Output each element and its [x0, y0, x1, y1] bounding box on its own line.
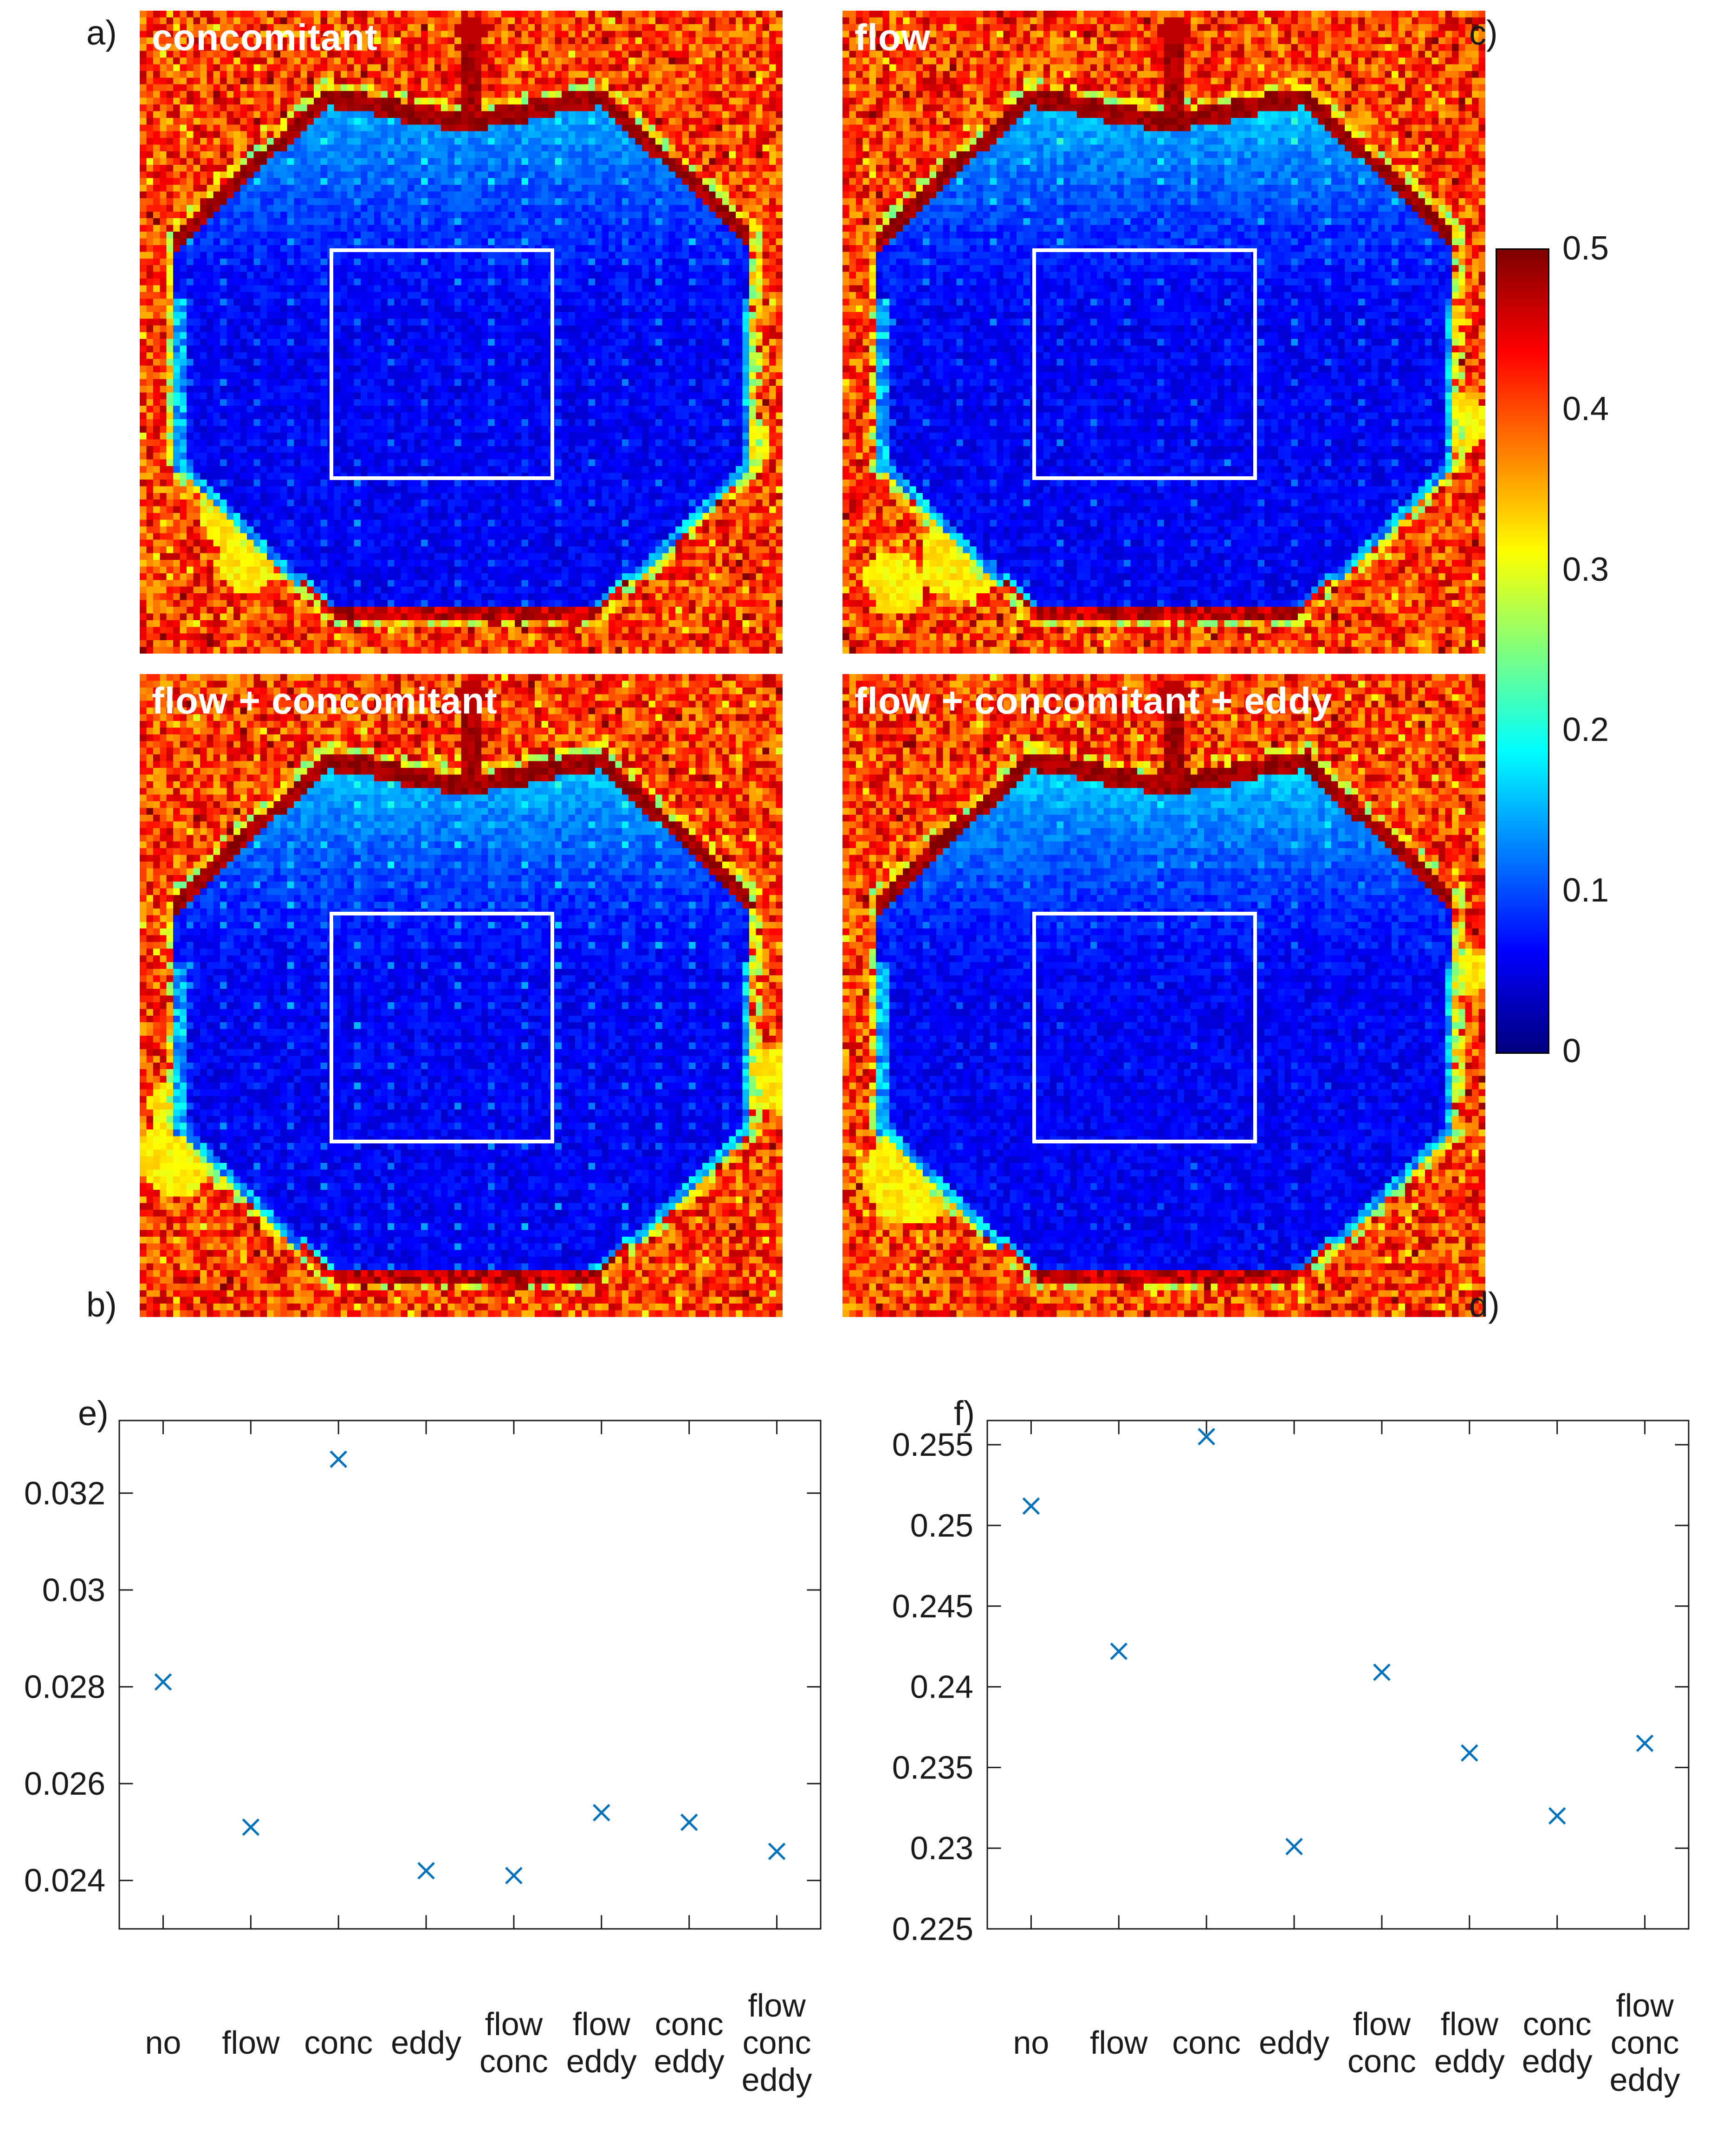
x-tick-label: conc [1172, 2024, 1241, 2061]
y-tick-label: 0.24 [910, 1669, 973, 1705]
scatter-marker [242, 1818, 260, 1836]
x-tick-label: eddy [391, 2024, 461, 2061]
scatter-marker [1022, 1497, 1040, 1515]
x-tick-label: flow [1090, 2024, 1148, 2061]
panel-letter-e: e) [78, 1394, 109, 1433]
colorbar-tick-label: 0.3 [1562, 551, 1609, 588]
x-tick-label: flow eddy [1434, 2006, 1505, 2079]
x-tick-label: conc eddy [1522, 2006, 1593, 2079]
x-tick-label: conc eddy [654, 2006, 725, 2079]
panel-flow-concomitant-eddy: flow + concomitant + eddy [842, 674, 1485, 1317]
x-tick-label: eddy [1259, 2024, 1329, 2061]
panel-title: flow [855, 17, 931, 58]
panel-flow: flow [842, 11, 1485, 654]
y-tick-label: 0.03 [42, 1572, 105, 1608]
panel-title: flow + concomitant [152, 680, 498, 721]
x-tick-label: conc [304, 2024, 373, 2061]
panel-letter-c: c) [1469, 13, 1498, 52]
scatter-marker [1373, 1663, 1391, 1681]
y-tick-label: 0.026 [24, 1765, 105, 1802]
x-tick-label: no [1013, 2024, 1049, 2061]
phantom-heatmap-canvas [842, 11, 1485, 654]
scatter-marker [768, 1843, 786, 1860]
scatter-marker [1636, 1734, 1654, 1752]
panel-title: concomitant [152, 17, 378, 58]
axes-box [118, 1420, 822, 1930]
roi-square-outline [1032, 248, 1257, 480]
scatter-marker [330, 1450, 347, 1468]
colorbar-gradient-canvas [1497, 250, 1548, 1052]
scatter-marker [680, 1813, 698, 1831]
y-tick-label: 0.032 [24, 1475, 105, 1511]
x-tick-label: flow conc eddy [1610, 1987, 1680, 2098]
y-tick-label: 0.25 [910, 1507, 973, 1544]
scatter-marker [593, 1804, 610, 1822]
panel-concomitant: concomitant [140, 11, 783, 654]
colorbar-tick-label: 0.5 [1562, 230, 1609, 267]
scatter-marker [1461, 1744, 1478, 1762]
panel-letter-d: d) [1469, 1285, 1500, 1324]
phantom-heatmap-canvas [140, 11, 783, 654]
x-tick-label: no [145, 2024, 181, 2061]
x-tick-label: flow conc [479, 2006, 548, 2079]
phantom-heatmap-canvas [140, 674, 783, 1317]
colorbar-tick-label: 0.4 [1562, 390, 1609, 428]
x-tick-label: flow [222, 2024, 280, 2061]
colorbar-tick-label: 0.2 [1562, 711, 1609, 749]
x-tick-label: flow conc [1347, 2006, 1416, 2079]
scatter-marker [505, 1867, 523, 1885]
x-tick-label: flow conc eddy [742, 1987, 812, 2098]
panel-letter-f: f) [954, 1394, 975, 1433]
colorbar-tick-label: 0 [1562, 1032, 1581, 1070]
y-tick-label: 0.024 [24, 1862, 105, 1899]
y-tick-label: 0.23 [910, 1830, 973, 1866]
panel-title: flow + concomitant + eddy [855, 680, 1333, 721]
panel-letter-a: a) [86, 13, 117, 52]
y-tick-label: 0.235 [892, 1749, 973, 1785]
scatter-marker [1198, 1427, 1215, 1446]
scatter-marker [417, 1862, 435, 1880]
colorbar [1496, 248, 1549, 1054]
roi-square-outline [329, 912, 555, 1144]
panel-flow-concomitant: flow + concomitant [140, 674, 783, 1317]
y-tick-label: 0.028 [24, 1669, 105, 1705]
phantom-heatmap-canvas [842, 674, 1485, 1317]
scatter-marker [1110, 1642, 1128, 1660]
roi-square-outline [329, 248, 555, 480]
scatter-marker [154, 1673, 172, 1691]
colorbar-tick-label: 0.1 [1562, 872, 1609, 909]
scatter-marker [1548, 1807, 1566, 1825]
axes-box [986, 1420, 1690, 1930]
y-tick-label: 0.255 [892, 1427, 973, 1463]
x-tick-label: flow eddy [566, 2006, 637, 2079]
y-tick-label: 0.245 [892, 1588, 973, 1624]
scatter-marker [1285, 1837, 1303, 1856]
panel-letter-b: b) [86, 1285, 117, 1324]
y-tick-label: 0.225 [892, 1911, 973, 1947]
roi-square-outline [1032, 912, 1257, 1144]
